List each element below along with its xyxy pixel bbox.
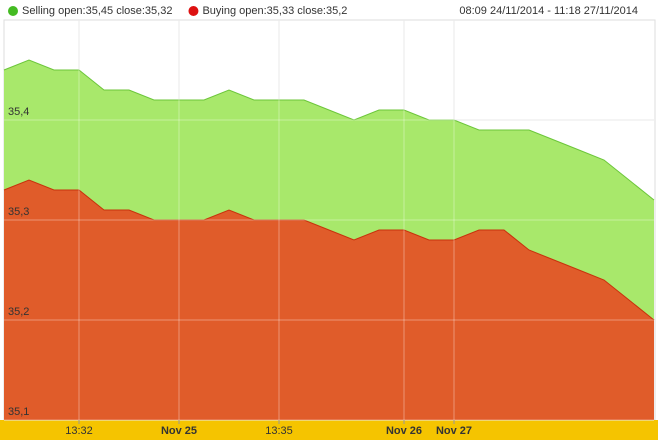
area-fill	[4, 180, 654, 420]
legend-label: Buying open:35,33 close:35,2	[202, 5, 347, 17]
x-tick-label: Nov 27	[436, 425, 472, 437]
legend-marker	[188, 6, 199, 16]
legend-marker	[8, 6, 18, 16]
y-tick-label: 35,3	[8, 206, 29, 218]
area-line	[3, 59, 655, 201]
y-tick-label: 35,4	[8, 106, 29, 118]
y-tick-label: 35,2	[8, 306, 29, 318]
area-line	[3, 179, 655, 321]
x-tick-label: Nov 26	[386, 425, 422, 437]
date-range: 08:09 24/11/2014 - 11:18 27/11/2014	[459, 5, 638, 17]
x-tick-label: 13:35	[265, 425, 293, 437]
x-tick-label: 13:32	[65, 425, 93, 437]
x-tick-label: Nov 25	[161, 425, 197, 437]
y-tick-label: 35,1	[8, 406, 29, 418]
x-axis-band	[0, 420, 658, 440]
legend-label: Selling open:35,45 close:35,32	[22, 5, 172, 17]
